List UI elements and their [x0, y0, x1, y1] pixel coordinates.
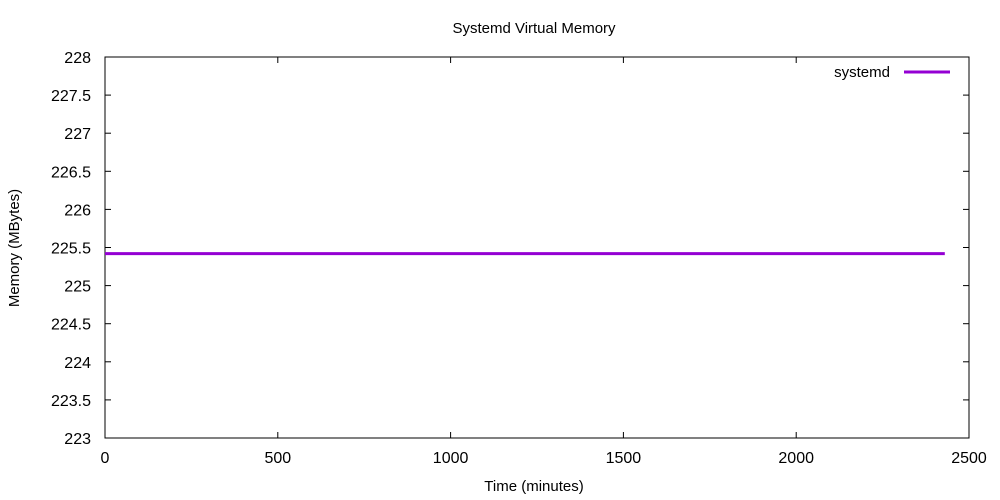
x-tick-label: 2500 [951, 450, 987, 467]
y-tick-label: 223.5 [51, 393, 91, 410]
y-tick-label: 225.5 [51, 241, 91, 258]
y-tick-label: 224 [64, 355, 91, 372]
x-axis: 0 500 1000 1500 2000 2500 [101, 57, 987, 467]
legend: systemd [834, 64, 950, 81]
y-tick-label: 225 [64, 279, 91, 296]
y-tick-label: 226.5 [51, 164, 91, 181]
y-tick-label: 224.5 [51, 317, 91, 334]
x-tick-label: 500 [264, 450, 291, 467]
y-axis-label: Memory (MBytes) [6, 189, 23, 307]
x-axis-label: Time (minutes) [484, 478, 583, 495]
x-tick-label: 2000 [778, 450, 814, 467]
x-tick-label: 0 [101, 450, 110, 467]
y-tick-label: 227.5 [51, 88, 91, 105]
chart-title: Systemd Virtual Memory [452, 20, 616, 37]
y-tick-label: 223 [64, 431, 91, 448]
x-tick-label: 1000 [433, 450, 469, 467]
plot-frame [104, 56, 970, 439]
y-tick-label: 228 [64, 50, 91, 67]
y-tick-label: 227 [64, 126, 91, 143]
x-tick-label: 1500 [606, 450, 642, 467]
y-axis: 223 223.5 224 224.5 225 225.5 226 226.5 227 227.5… [51, 50, 969, 448]
legend-label-systemd: systemd [834, 64, 890, 81]
y-tick-label: 226 [64, 202, 91, 219]
